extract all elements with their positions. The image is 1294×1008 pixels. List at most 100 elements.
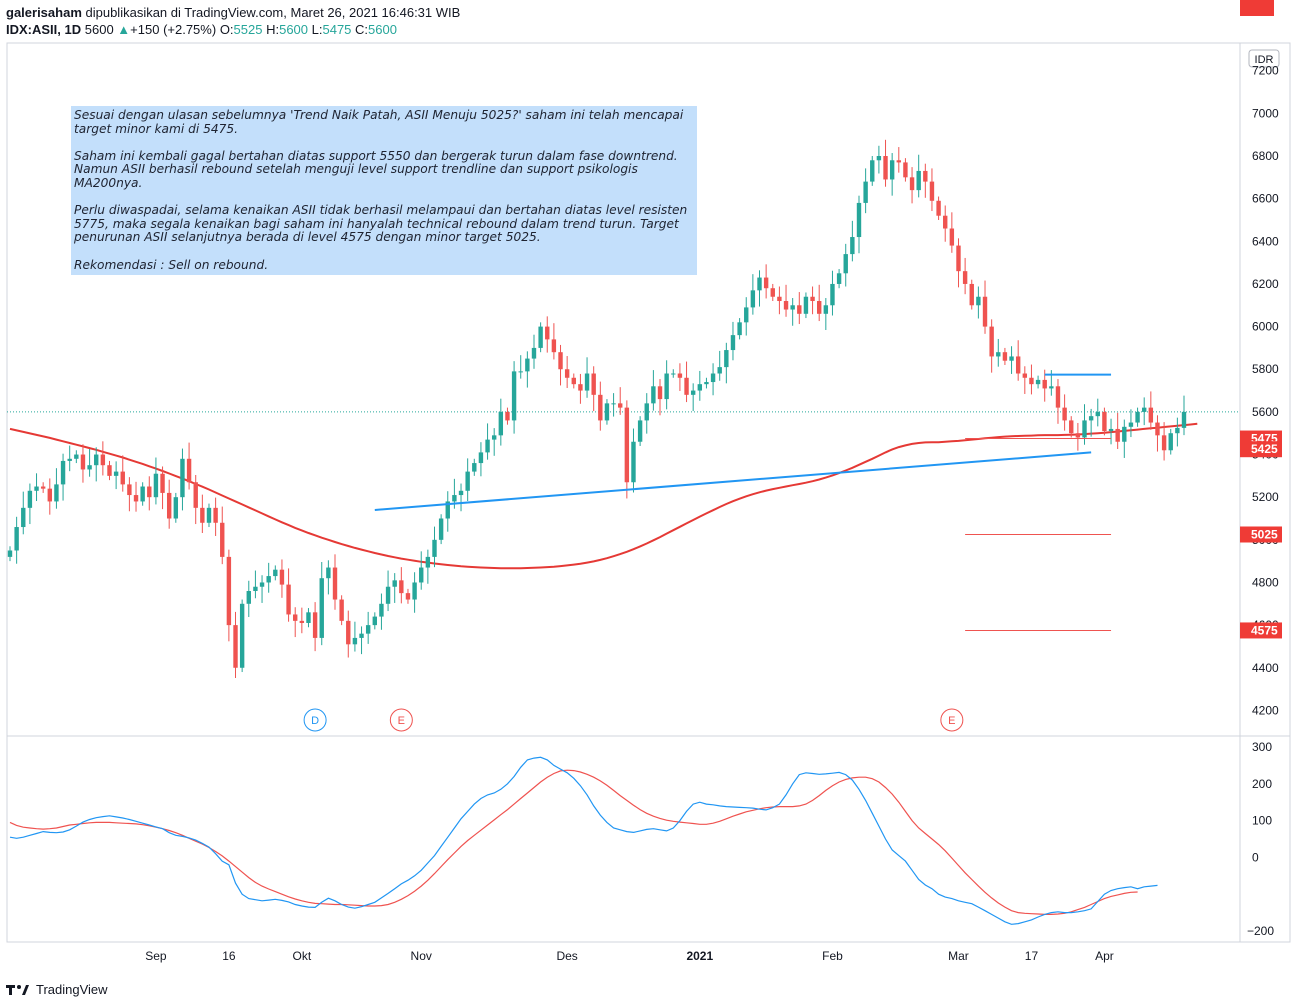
candle-body xyxy=(239,603,245,668)
candle-body xyxy=(1115,428,1120,442)
candle-body xyxy=(1155,422,1160,436)
candle-body xyxy=(790,305,795,310)
candle-body xyxy=(810,296,815,302)
close-value: 5600 xyxy=(368,22,397,37)
earnings-event-icon[interactable] xyxy=(389,708,413,732)
candle-body xyxy=(186,458,192,483)
symbol-label[interactable]: IDX:ASII, 1D xyxy=(6,22,82,37)
candle-body xyxy=(127,484,132,496)
candle-body xyxy=(836,273,842,284)
y-tick-label: 4400 xyxy=(1252,661,1279,675)
footer-brand[interactable]: TradingView xyxy=(6,982,108,997)
candle-body xyxy=(1015,356,1021,374)
candle-body xyxy=(697,384,703,391)
candle-body xyxy=(545,326,550,340)
candle-body xyxy=(750,290,756,308)
candle-body xyxy=(1181,411,1187,428)
author-name[interactable]: galerisaham xyxy=(6,5,82,20)
candle-body xyxy=(525,358,530,372)
candle-body xyxy=(60,460,66,485)
x-tick-label: Okt xyxy=(293,949,312,963)
currency-badge xyxy=(1248,49,1280,68)
candle-body xyxy=(923,170,928,182)
candle-body xyxy=(551,339,557,353)
osc-tick-label: 0 xyxy=(1252,850,1259,864)
analysis-note[interactable]: Sesuai dengan ulasan sebelumnya 'Trend N… xyxy=(71,106,697,275)
candle-body xyxy=(120,471,125,485)
candle-body xyxy=(438,518,444,540)
candle-body xyxy=(816,301,822,314)
y-tick-label: 6400 xyxy=(1252,234,1279,248)
candle-body xyxy=(982,296,988,327)
price-label-text: 5425 xyxy=(1251,442,1278,456)
price-label-text: 5025 xyxy=(1251,527,1278,541)
price-change: +150 (+2.75%) xyxy=(130,22,217,37)
candle-body xyxy=(458,490,464,496)
low-value: 5475 xyxy=(322,22,352,37)
candle-body xyxy=(21,507,26,528)
candle-body xyxy=(432,539,437,557)
candle-body xyxy=(206,507,212,523)
candle-body xyxy=(863,181,868,203)
dividend-event-icon[interactable] xyxy=(303,708,327,732)
candle-body xyxy=(564,369,570,378)
candle-body xyxy=(929,181,935,201)
candle-body xyxy=(379,603,384,617)
publish-info: galerisaham dipublikasikan di TradingVie… xyxy=(6,5,460,20)
y-tick-label: 6200 xyxy=(1252,277,1279,291)
x-tick-label: Nov xyxy=(411,949,432,963)
candle-body xyxy=(306,612,311,623)
candle-body xyxy=(823,305,829,314)
candle-body xyxy=(578,384,583,391)
candle-body xyxy=(677,373,683,378)
candle-body xyxy=(876,156,882,161)
candle-body xyxy=(40,486,46,489)
candle-body xyxy=(936,200,941,216)
candle-body xyxy=(34,486,39,491)
candle-body xyxy=(976,296,981,306)
candle-body xyxy=(253,586,258,592)
candle-body xyxy=(27,490,33,508)
candle-body xyxy=(1049,386,1054,389)
candle-body xyxy=(1102,411,1107,432)
earnings-event-icon[interactable] xyxy=(940,708,964,732)
candle-body xyxy=(1069,420,1074,434)
candle-body xyxy=(830,283,835,306)
candle-body xyxy=(1009,356,1014,361)
price-label-text: 4575 xyxy=(1251,623,1278,637)
candle-body xyxy=(969,283,974,306)
candle-body xyxy=(485,439,490,453)
event-label: D xyxy=(311,715,319,727)
price-label-box xyxy=(1240,441,1282,458)
candle-body xyxy=(943,215,948,229)
osc-tick-label: 100 xyxy=(1252,814,1272,828)
brand-name: TradingView xyxy=(36,982,108,997)
candle-body xyxy=(113,471,119,476)
candle-body xyxy=(604,403,610,421)
candle-body xyxy=(598,394,603,421)
candle-body xyxy=(160,473,165,493)
candle-body xyxy=(392,580,397,587)
y-tick-label: 4800 xyxy=(1252,575,1279,589)
note-paragraph-1: Sesuai dengan ulasan sebelumnya 'Trend N… xyxy=(74,108,684,136)
candle-body xyxy=(385,586,391,604)
candle-body xyxy=(147,486,152,498)
tradingview-logo-icon xyxy=(6,984,29,995)
osc-slow-label: −94 xyxy=(1256,0,1277,3)
y-tick-label: 5600 xyxy=(1252,405,1279,419)
candle-body xyxy=(956,245,961,272)
candle-body xyxy=(94,454,99,466)
candle-body xyxy=(1042,379,1047,389)
candle-body xyxy=(7,550,13,557)
candle-body xyxy=(213,507,218,523)
y-tick-label: 7000 xyxy=(1252,106,1279,120)
candle-body xyxy=(80,454,86,470)
candle-body xyxy=(332,567,338,600)
candle-body xyxy=(153,473,159,498)
candle-body xyxy=(14,527,19,551)
candle-body xyxy=(1055,386,1061,408)
candle-body xyxy=(67,458,72,461)
ma200-line xyxy=(9,422,1198,570)
support-trendline[interactable] xyxy=(374,451,1092,511)
